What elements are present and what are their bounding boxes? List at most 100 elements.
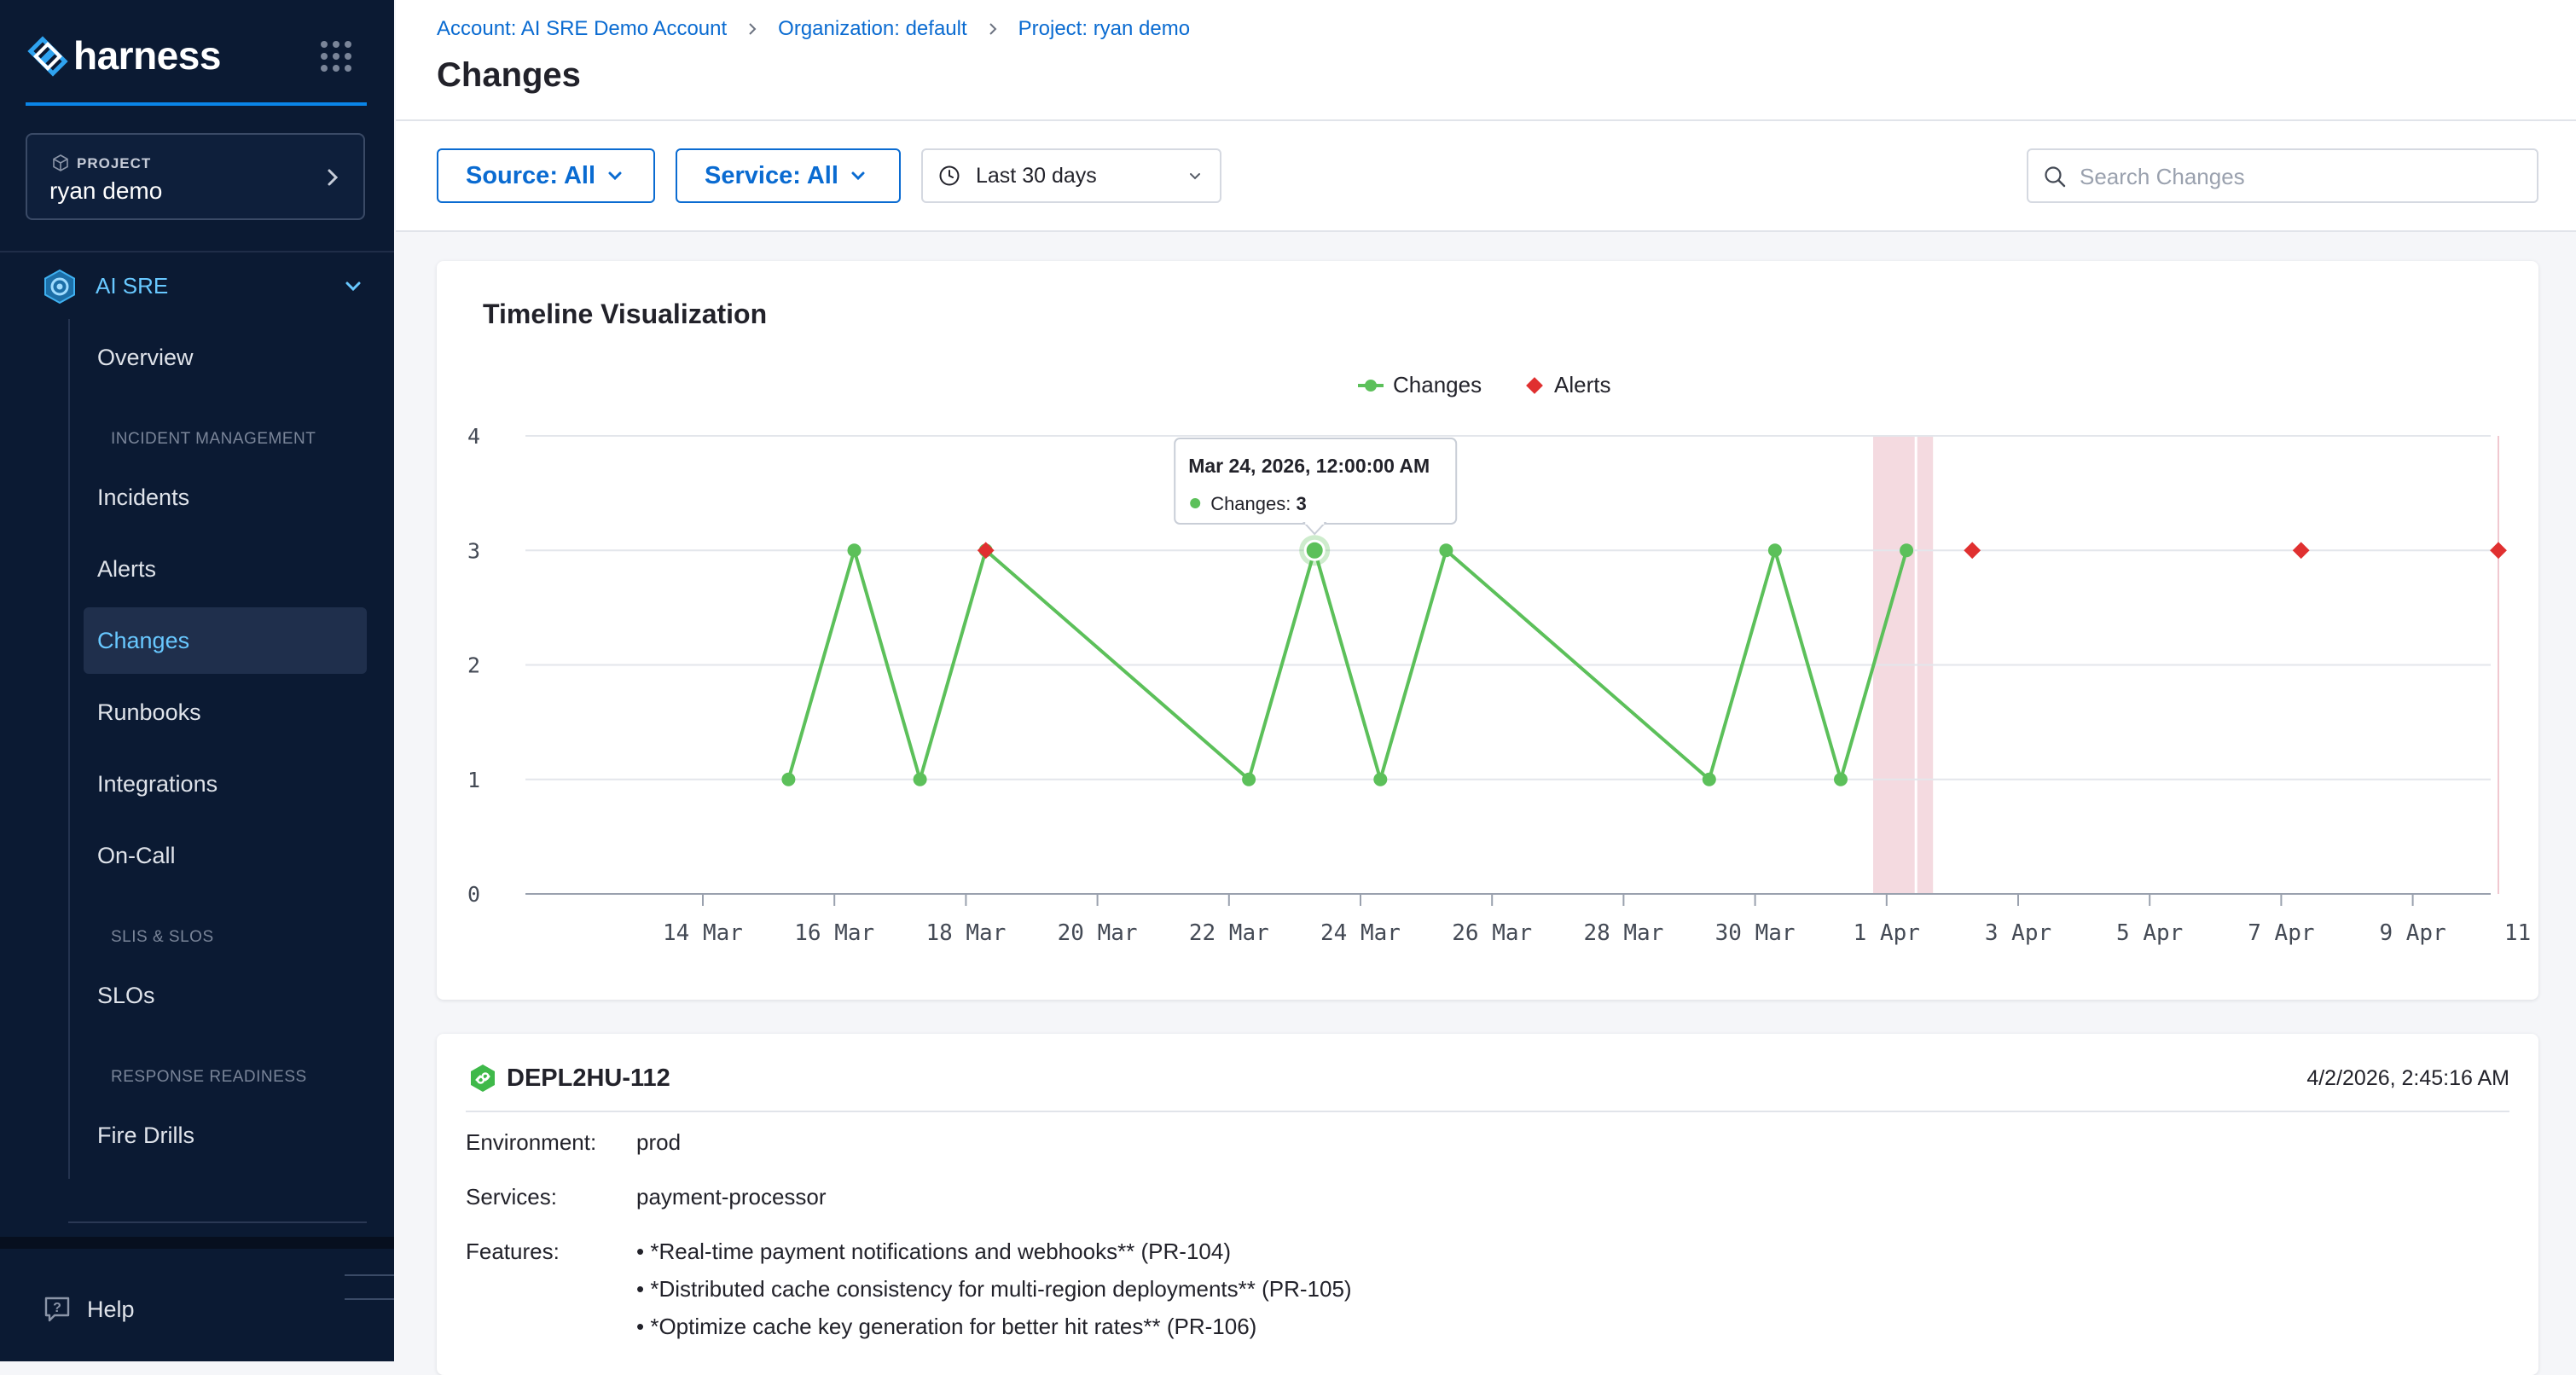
chevron-right-icon bbox=[749, 23, 757, 35]
legend-changes-label: Changes bbox=[1393, 372, 1482, 397]
legend-alerts-label: Alerts bbox=[1554, 372, 1610, 397]
change-card[interactable]: DEPL2HU-112 4/2/2026, 2:45:16 AM Environ… bbox=[437, 1034, 2538, 1375]
alert-point bbox=[2292, 542, 2310, 560]
changes-point bbox=[1900, 543, 1914, 558]
x-tick-label: 5 Apr bbox=[2116, 920, 2183, 946]
date-range-select[interactable]: Last 30 days bbox=[921, 148, 1221, 203]
tooltip-series-dot bbox=[1190, 498, 1201, 508]
nav-item-incidents[interactable]: Incidents bbox=[97, 484, 190, 510]
chevron-down-icon bbox=[851, 171, 865, 181]
chevron-right-icon bbox=[328, 169, 339, 186]
ai-sre-icon bbox=[44, 269, 75, 305]
tooltip-series-label: Changes: 3 bbox=[1210, 493, 1307, 514]
breadcrumb-project[interactable]: Project: ryan demo bbox=[1018, 17, 1191, 40]
changes-point bbox=[1702, 772, 1716, 786]
page-header: Account: AI SRE Demo Account Organizatio… bbox=[396, 0, 2576, 121]
brand-underline bbox=[26, 102, 367, 106]
module-ai-sre[interactable]: AI SRE bbox=[41, 263, 365, 310]
nav-item-integrations[interactable]: Integrations bbox=[97, 771, 218, 797]
breadcrumb-account[interactable]: Account: AI SRE Demo Account bbox=[437, 17, 728, 40]
help-link[interactable]: ? Help bbox=[43, 1288, 299, 1331]
changes-point bbox=[913, 772, 927, 786]
sidebar-divider bbox=[0, 251, 394, 252]
feature-item: • *Distributed cache consistency for mul… bbox=[636, 1276, 1352, 1302]
nav-item-runbooks[interactable]: Runbooks bbox=[97, 699, 201, 725]
harness-logo-icon bbox=[27, 36, 68, 77]
x-tick-label: 20 Mar bbox=[1058, 920, 1138, 946]
x-tick-label: 30 Mar bbox=[1715, 920, 1796, 946]
sidebar-divider-bottom bbox=[68, 1221, 367, 1223]
y-tick-label: 3 bbox=[467, 538, 480, 563]
source-filter-label: Source: All bbox=[466, 161, 596, 189]
timeline-chart[interactable]: 0 1 2 3 4 14 Mar 16 Mar 18 Mar 20 Mar 22 Mar 24 Ma… bbox=[437, 261, 2538, 1000]
search-icon bbox=[2045, 166, 2066, 188]
x-tick-label: 16 Mar bbox=[794, 920, 874, 946]
x-tick-label: 14 Mar bbox=[663, 920, 743, 946]
brand-name: harness bbox=[73, 33, 221, 78]
help-label: Help bbox=[87, 1297, 135, 1322]
environment-label: Environment: bbox=[466, 1129, 597, 1155]
sidebar-collapse-handle[interactable] bbox=[345, 1274, 394, 1300]
changes-point bbox=[781, 772, 796, 786]
module-label: AI SRE bbox=[96, 273, 169, 299]
app-switcher-icon[interactable] bbox=[321, 41, 351, 72]
alert-point bbox=[1964, 542, 1981, 560]
change-id[interactable]: DEPL2HU-112 bbox=[507, 1065, 670, 1092]
feature-item: • *Real-time payment notifications and w… bbox=[636, 1239, 1231, 1264]
legend-alerts-marker bbox=[1526, 377, 1543, 394]
project-selector[interactable]: PROJECT ryan demo bbox=[26, 133, 365, 220]
changes-point bbox=[1242, 772, 1256, 786]
change-timestamp: 4/2/2026, 2:45:16 AM bbox=[2306, 1066, 2509, 1090]
y-tick-label: 2 bbox=[467, 653, 480, 678]
alert-point bbox=[2490, 542, 2507, 560]
x-tick-label: 1 Apr bbox=[1854, 920, 1920, 946]
services-value: payment-processor bbox=[636, 1184, 827, 1210]
source-filter-button[interactable]: Source: All bbox=[437, 148, 655, 203]
nav-item-changes[interactable]: Changes bbox=[84, 607, 367, 674]
tooltip-pointer-mask bbox=[1305, 521, 1325, 525]
nav-item-alerts[interactable]: Alerts bbox=[97, 556, 157, 582]
feature-item: • *Optimize cache key generation for bet… bbox=[636, 1314, 1257, 1339]
changes-point bbox=[1439, 543, 1453, 558]
nav-section-response-readiness: RESPONSE READINESS bbox=[111, 1068, 307, 1086]
x-tick-label: 11 Apr bbox=[2504, 920, 2538, 946]
nav-item-fire-drills[interactable]: Fire Drills bbox=[97, 1123, 194, 1148]
breadcrumb: Account: AI SRE Demo Account Organizatio… bbox=[437, 17, 1190, 41]
brand-logo[interactable]: harness bbox=[26, 31, 367, 82]
chevron-down-icon[interactable] bbox=[341, 275, 365, 299]
filter-bar: Source: All Service: All Last 30 days bbox=[396, 121, 2576, 232]
x-tick-label: 3 Apr bbox=[1985, 920, 2051, 946]
deployment-icon bbox=[471, 1065, 495, 1092]
environment-value: prod bbox=[636, 1129, 682, 1155]
features-label: Features: bbox=[466, 1239, 560, 1264]
x-tick-label: 18 Mar bbox=[925, 920, 1006, 946]
search-input[interactable] bbox=[2078, 157, 2525, 196]
date-range-value: Last 30 days bbox=[976, 163, 1097, 188]
service-filter-label: Service: All bbox=[705, 161, 838, 189]
search-box[interactable] bbox=[2027, 148, 2538, 203]
changes-point bbox=[1834, 772, 1848, 786]
services-label: Services: bbox=[466, 1184, 557, 1210]
chevron-down-icon bbox=[608, 171, 622, 181]
chevron-down-icon bbox=[1190, 173, 1200, 180]
breadcrumb-organization[interactable]: Organization: default bbox=[778, 17, 967, 40]
nav-item-overview[interactable]: Overview bbox=[97, 345, 194, 370]
changes-point bbox=[1767, 543, 1782, 558]
service-filter-button[interactable]: Service: All bbox=[676, 148, 901, 203]
svg-text:?: ? bbox=[53, 1301, 61, 1315]
x-tick-label: 22 Mar bbox=[1189, 920, 1269, 946]
nav-section-incident-management: INCIDENT MANAGEMENT bbox=[111, 430, 316, 448]
changes-point bbox=[847, 543, 862, 558]
changes-series-line bbox=[786, 548, 1909, 781]
y-tick-label: 0 bbox=[467, 882, 480, 907]
help-chat-icon: ? bbox=[44, 1297, 70, 1322]
x-tick-label: 7 Apr bbox=[2248, 920, 2314, 946]
cube-icon bbox=[53, 154, 68, 171]
project-label: PROJECT bbox=[77, 155, 152, 171]
chart-title: Timeline Visualization bbox=[483, 299, 768, 329]
y-tick-label: 1 bbox=[467, 768, 480, 792]
nav-item-slos[interactable]: SLOs bbox=[97, 983, 155, 1008]
tooltip-value: 3 bbox=[1296, 493, 1306, 514]
nav-item-on-call[interactable]: On-Call bbox=[97, 843, 176, 868]
x-tick-label: 24 Mar bbox=[1320, 920, 1401, 946]
